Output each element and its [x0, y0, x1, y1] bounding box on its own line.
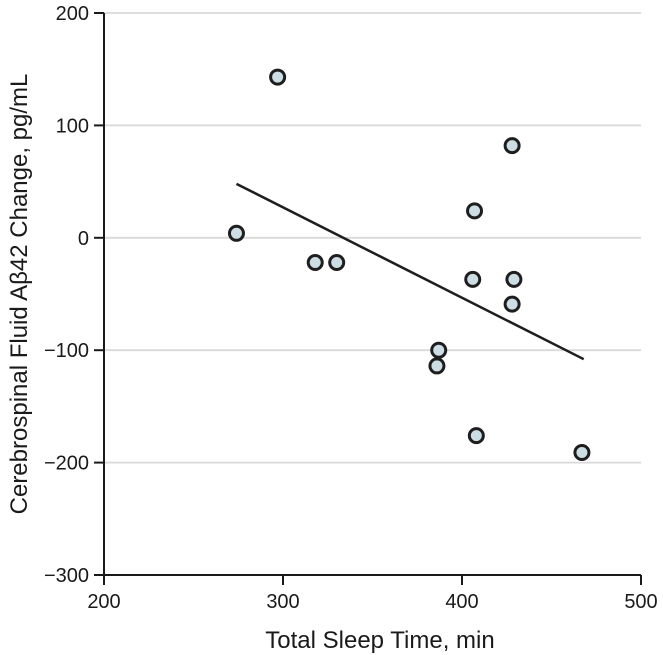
data-point	[428, 357, 446, 375]
data-point	[505, 270, 523, 288]
y-tick-label: 0	[78, 228, 89, 250]
y-tick-label: 100	[56, 115, 89, 137]
y-tick-label: 200	[56, 3, 89, 25]
data-point	[269, 68, 287, 86]
x-tick-label: 300	[266, 591, 299, 613]
regression-line	[235, 182, 585, 361]
data-point-layer	[227, 68, 591, 461]
x-axis-title: Total Sleep Time, min	[265, 627, 494, 654]
data-point	[503, 295, 521, 313]
data-point	[466, 202, 484, 220]
tick-label-layer: 200 100 0 −100 −200 −300 200 300 400 500	[44, 3, 658, 613]
data-point	[227, 224, 245, 242]
x-tick-label: 400	[445, 591, 478, 613]
data-point	[464, 270, 482, 288]
x-tick-label: 200	[87, 591, 120, 613]
data-point	[328, 254, 346, 272]
x-tick-label: 500	[624, 591, 657, 613]
gridline-layer	[104, 12, 641, 464]
y-tick-label: −100	[44, 340, 89, 362]
data-point	[503, 137, 521, 155]
data-point	[573, 443, 591, 461]
data-point	[430, 341, 448, 359]
y-tick-label: −200	[44, 453, 89, 475]
y-axis-title: Cerebrospinal Fluid Aβ42 Change, pg/mL	[6, 74, 33, 515]
data-point	[467, 427, 485, 445]
y-tick-label: −300	[44, 565, 89, 587]
axis-layer	[94, 12, 642, 585]
regression-layer	[235, 182, 585, 361]
data-point	[306, 254, 324, 272]
